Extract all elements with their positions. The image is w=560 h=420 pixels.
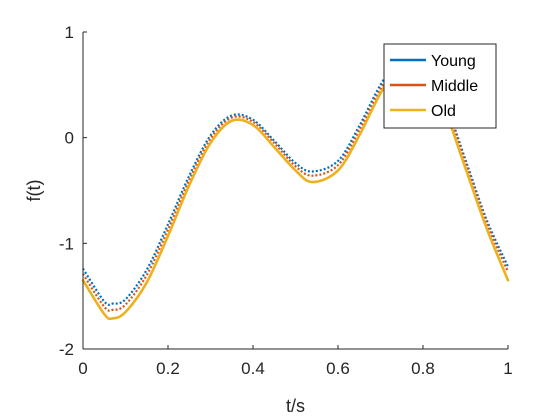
legend: Young Middle Old [383, 43, 497, 129]
x-axis-title: t/s [286, 396, 305, 416]
legend-label-old: Old [431, 103, 456, 120]
y-tick-label: -1 [59, 234, 74, 253]
y-tick-label: 1 [65, 23, 74, 42]
x-tick-label: 0.6 [326, 359, 350, 378]
x-tick-label: 0.4 [241, 359, 265, 378]
tick-labels: 0 0.2 0.4 0.6 0.8 1 -2 -1 0 1 [59, 23, 513, 378]
y-tick-label: -2 [59, 340, 74, 359]
x-tick-label: 0.2 [156, 359, 180, 378]
axes [82, 31, 509, 350]
x-tick-label: 0 [78, 359, 87, 378]
legend-label-middle: Middle [431, 78, 478, 95]
x-tick-label: 1 [503, 359, 512, 378]
y-tick-label: 0 [65, 129, 74, 148]
y-axis-title: f(t) [24, 180, 44, 202]
legend-label-young: Young [431, 53, 476, 70]
x-tick-label: 0.8 [411, 359, 435, 378]
